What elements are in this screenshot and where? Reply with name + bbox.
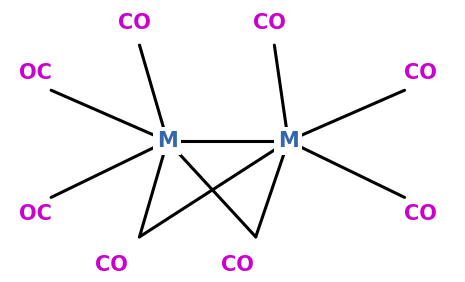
Text: CO: CO — [221, 255, 253, 275]
Text: M: M — [278, 131, 299, 151]
Text: CO: CO — [95, 255, 128, 275]
Text: OC: OC — [19, 63, 52, 83]
Text: OC: OC — [19, 204, 52, 224]
Text: CO: CO — [404, 63, 437, 83]
Text: CO: CO — [253, 13, 286, 32]
Text: CO: CO — [404, 204, 437, 224]
Text: CO: CO — [119, 13, 151, 32]
Text: M: M — [157, 131, 178, 151]
